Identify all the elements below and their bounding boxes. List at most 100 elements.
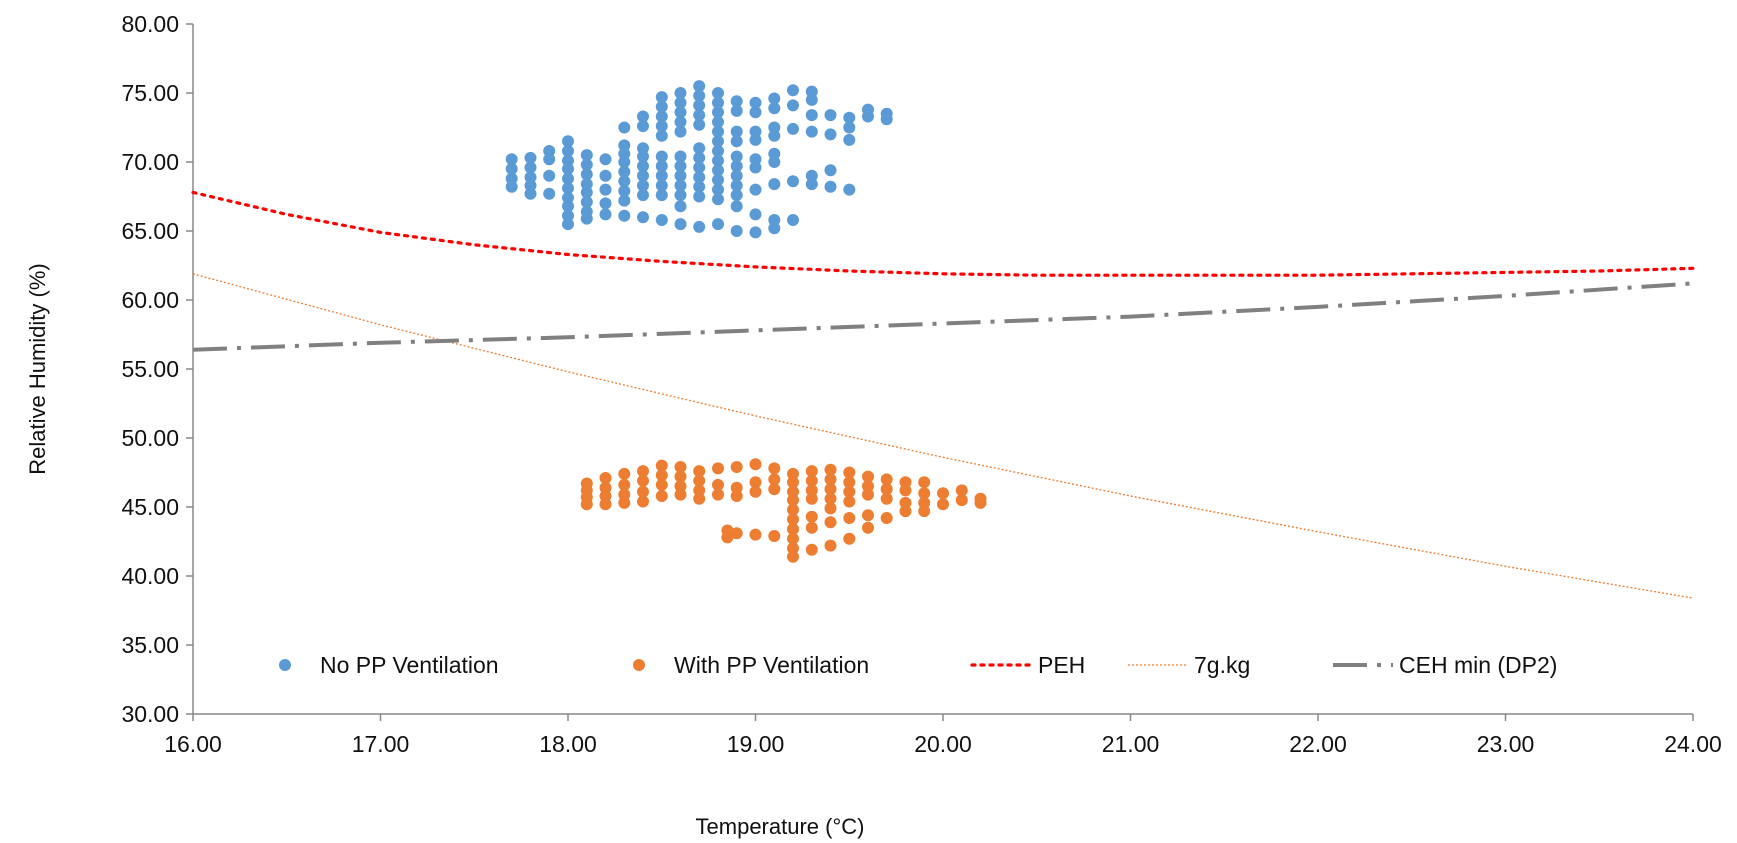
legend-label-2: PEH xyxy=(1038,652,1085,678)
data-point-series-0 xyxy=(505,180,518,193)
y-tick-label: 40.00 xyxy=(121,563,179,589)
data-point-series-0 xyxy=(655,160,668,173)
data-point-series-0 xyxy=(618,139,631,152)
data-point-series-0 xyxy=(674,200,687,213)
data-point-series-0 xyxy=(768,102,781,115)
data-point-series-1 xyxy=(674,470,687,483)
data-point-series-0 xyxy=(637,179,649,192)
data-point-series-0 xyxy=(712,145,724,157)
data-point-series-0 xyxy=(693,142,706,155)
data-point-series-1 xyxy=(955,494,968,507)
data-point-series-0 xyxy=(562,218,574,231)
data-point-series-1 xyxy=(655,490,668,502)
data-point-series-0 xyxy=(749,208,762,221)
data-point-series-0 xyxy=(787,214,799,226)
data-point-series-1 xyxy=(862,470,874,483)
data-point-series-1 xyxy=(805,465,818,478)
data-point-series-0 xyxy=(618,147,631,160)
data-point-series-1 xyxy=(693,474,706,487)
data-point-series-1 xyxy=(618,488,631,501)
data-point-series-1 xyxy=(787,494,799,507)
data-point-series-1 xyxy=(843,466,856,479)
data-point-series-0 xyxy=(505,153,518,166)
data-point-series-0 xyxy=(712,218,724,231)
data-point-series-1 xyxy=(937,487,949,500)
data-point-series-1 xyxy=(787,467,799,480)
data-point-series-1 xyxy=(899,476,912,489)
data-point-series-0 xyxy=(524,161,537,174)
y-tick-label: 60.00 xyxy=(121,287,179,313)
data-point-series-0 xyxy=(562,191,574,204)
data-point-series-1 xyxy=(880,492,893,505)
data-point-series-0 xyxy=(693,109,706,122)
data-point-series-1 xyxy=(618,496,631,509)
data-point-series-1 xyxy=(721,531,734,544)
data-point-series-1 xyxy=(787,542,799,555)
data-point-series-0 xyxy=(712,154,724,167)
data-point-series-1 xyxy=(655,469,668,482)
y-tick-label: 80.00 xyxy=(121,11,179,37)
data-point-series-0 xyxy=(618,156,631,168)
data-point-series-0 xyxy=(730,179,743,192)
data-point-series-1 xyxy=(955,484,968,497)
data-point-series-1 xyxy=(618,478,631,491)
data-point-series-0 xyxy=(618,185,631,197)
data-point-series-1 xyxy=(805,510,818,523)
data-point-series-0 xyxy=(749,106,762,119)
data-point-series-0 xyxy=(749,161,762,174)
data-point-series-0 xyxy=(562,162,574,175)
data-point-series-0 xyxy=(562,145,574,157)
data-point-series-0 xyxy=(655,91,668,104)
data-point-series-1 xyxy=(730,481,743,494)
x-tick-label: 17.00 xyxy=(352,731,410,757)
data-point-series-0 xyxy=(749,226,762,239)
data-point-series-0 xyxy=(805,85,818,98)
data-point-series-1 xyxy=(787,523,799,536)
series-lines xyxy=(191,190,1695,599)
data-point-series-0 xyxy=(674,189,687,202)
data-point-series-1 xyxy=(918,476,931,489)
data-point-series-0 xyxy=(693,171,706,184)
data-point-series-0 xyxy=(768,129,781,142)
data-point-series-0 xyxy=(749,153,762,166)
data-point-series-1 xyxy=(749,528,762,541)
data-point-series-0 xyxy=(580,149,593,162)
y-tick-label: 35.00 xyxy=(121,632,179,658)
data-point-series-0 xyxy=(524,187,537,200)
data-point-series-1 xyxy=(768,473,781,486)
data-point-series-0 xyxy=(693,99,706,112)
data-point-series-0 xyxy=(805,169,818,182)
data-point-series-0 xyxy=(543,153,556,166)
data-point-series-0 xyxy=(524,179,537,192)
x-tick-label: 21.00 xyxy=(1102,731,1160,757)
data-point-series-1 xyxy=(937,498,949,511)
data-point-series-1 xyxy=(787,532,799,545)
data-point-series-1 xyxy=(655,478,668,491)
data-point-series-0 xyxy=(637,160,649,173)
data-point-series-1 xyxy=(824,483,837,496)
data-point-series-0 xyxy=(543,187,556,200)
data-point-series-0 xyxy=(655,150,668,163)
data-point-series-0 xyxy=(655,214,668,226)
y-tick-label: 65.00 xyxy=(121,218,179,244)
x-ticks: 16.00 17.00 18.00 19.00 20.00 21.00 22.00 23.00… xyxy=(164,714,1722,757)
data-point-series-0 xyxy=(805,125,818,138)
y-tick-label: 70.00 xyxy=(121,149,179,175)
data-point-series-1 xyxy=(843,495,856,508)
data-point-series-1 xyxy=(787,550,799,563)
data-point-series-0 xyxy=(580,186,593,199)
data-point-series-1 xyxy=(637,465,649,478)
data-point-series-0 xyxy=(712,96,724,109)
data-point-series-0 xyxy=(618,175,631,188)
data-point-series-1 xyxy=(862,480,874,493)
data-point-series-0 xyxy=(580,196,593,208)
data-point-series-1 xyxy=(768,462,781,475)
data-point-series-0 xyxy=(693,118,706,131)
data-point-series-0 xyxy=(730,95,743,108)
data-point-series-0 xyxy=(824,180,837,193)
legend-label-1: With PP Ventilation xyxy=(674,652,869,678)
data-point-series-0 xyxy=(505,162,518,175)
data-point-series-1 xyxy=(693,465,706,478)
y-tick-label: 45.00 xyxy=(121,494,179,520)
data-point-series-1 xyxy=(712,462,724,475)
